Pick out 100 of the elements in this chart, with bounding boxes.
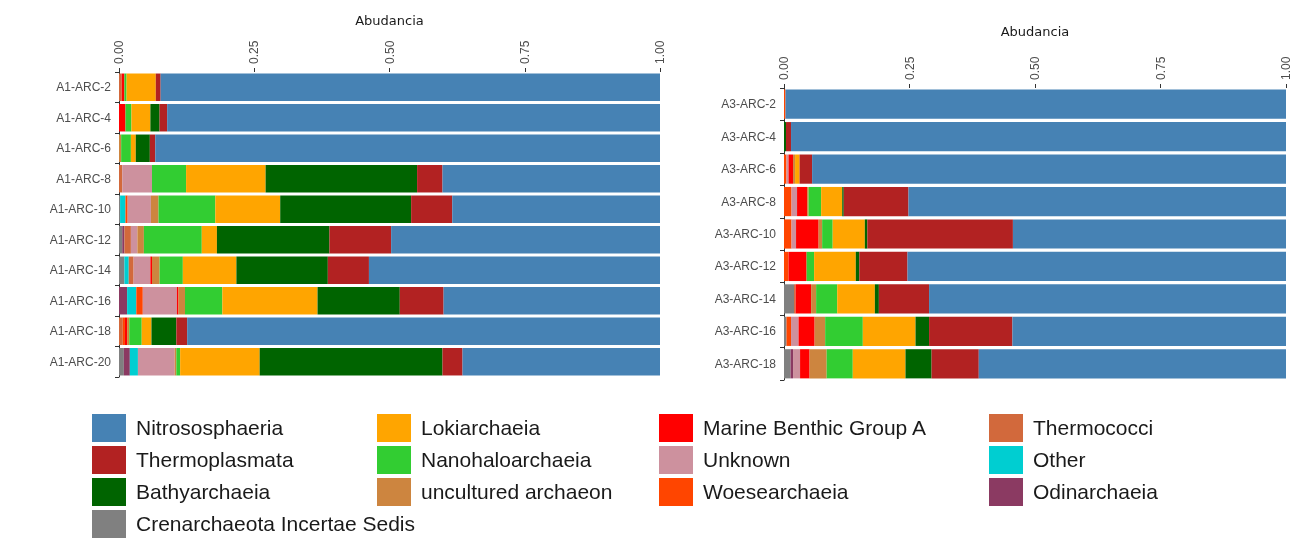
- x-tick-label: 0.00: [777, 56, 791, 80]
- bar: [185, 287, 223, 315]
- bar: [931, 349, 979, 379]
- bar: [391, 226, 660, 254]
- bar: [122, 165, 152, 193]
- bar: [141, 317, 152, 345]
- x-tick-label: 0.50: [382, 40, 397, 64]
- bar: [236, 256, 328, 284]
- y-tick-label: A3-ARC-10: [714, 227, 777, 241]
- bar: [137, 348, 175, 376]
- bar: [182, 256, 237, 284]
- bar: [152, 165, 187, 193]
- bar: [784, 186, 792, 217]
- bar: [129, 317, 142, 345]
- x-tick-label: 0.00: [112, 40, 126, 64]
- bar: [878, 284, 930, 314]
- bar: [135, 134, 150, 162]
- legend-label: Other: [1033, 448, 1086, 472]
- bar: [280, 195, 412, 223]
- bar: [821, 186, 843, 217]
- bar: [150, 195, 159, 223]
- bar: [143, 226, 202, 254]
- bar: [798, 316, 815, 346]
- y-tick-label: A3-ARC-14: [714, 291, 777, 306]
- bar: [793, 154, 796, 184]
- bar: [929, 316, 1013, 346]
- legend-label: Thermoplasmata: [136, 448, 294, 472]
- y-tick-label: A1-ARC-10: [49, 202, 112, 217]
- legend-label: Lokiarchaeia: [421, 416, 541, 440]
- bar: [908, 186, 1286, 217]
- bar: [791, 219, 797, 249]
- bar: [187, 317, 660, 345]
- bar: [785, 89, 1286, 119]
- bar: [915, 316, 930, 346]
- bar: [929, 284, 1286, 314]
- bar: [786, 122, 792, 152]
- legend-label: Bathyarchaeia: [136, 480, 271, 504]
- bar: [329, 226, 392, 254]
- bar: [368, 256, 660, 284]
- bar: [160, 73, 660, 101]
- bar: [133, 256, 151, 284]
- bar: [119, 348, 124, 376]
- bar: [800, 349, 810, 379]
- y-tick-label: A3-ARC-12: [714, 259, 777, 274]
- bar: [120, 195, 126, 223]
- bar: [417, 165, 443, 193]
- bar: [825, 316, 863, 346]
- bar: [822, 219, 833, 249]
- bar: [265, 165, 418, 193]
- bar: [127, 195, 151, 223]
- bar: [180, 348, 260, 376]
- bar: [907, 251, 1286, 282]
- bar: [797, 186, 808, 217]
- y-tick-label: A1-ARC-12: [49, 232, 112, 247]
- bar: [852, 349, 906, 379]
- bar: [874, 284, 879, 314]
- legend-label: Odinarchaeia: [1033, 480, 1158, 504]
- legend-label: Nitrososphaeria: [136, 416, 284, 440]
- bar: [867, 219, 1013, 249]
- bar: [158, 195, 216, 223]
- bar: [816, 284, 838, 314]
- bar: [124, 226, 131, 254]
- bar: [452, 195, 660, 223]
- bar: [795, 284, 812, 314]
- bar: [201, 226, 217, 254]
- bar: [978, 349, 1286, 379]
- bar: [812, 154, 1286, 184]
- bar: [327, 256, 369, 284]
- bar: [809, 349, 827, 379]
- bar: [119, 134, 122, 162]
- bar: [151, 317, 177, 345]
- bar: [128, 256, 134, 284]
- bar: [791, 186, 798, 217]
- bar: [125, 104, 132, 132]
- bar: [806, 251, 815, 282]
- bar: [843, 186, 909, 217]
- bar: [126, 73, 156, 101]
- x-axis-title: Abudancia: [1000, 24, 1070, 39]
- bar: [832, 219, 865, 249]
- bar: [905, 349, 932, 379]
- bar: [137, 226, 144, 254]
- y-tick-label: A3-ARC-6: [721, 162, 777, 177]
- bar: [784, 251, 789, 282]
- bar: [799, 154, 813, 184]
- bar: [411, 195, 453, 223]
- bar: [216, 226, 330, 254]
- bar: [788, 251, 807, 282]
- bar: [136, 287, 143, 315]
- bar: [159, 104, 168, 132]
- bar: [215, 195, 281, 223]
- bar: [155, 134, 660, 162]
- bar: [784, 284, 795, 314]
- y-tick-label: A1-ARC-6: [56, 141, 112, 156]
- y-tick-label: A1-ARC-18: [49, 324, 112, 339]
- x-tick-label: 0.50: [1028, 56, 1042, 80]
- bar: [176, 317, 188, 345]
- bar: [811, 284, 817, 314]
- bar: [150, 104, 160, 132]
- x-axis-title: Abudancia: [355, 13, 424, 28]
- legend-label: Nanohaloarchaeia: [421, 448, 592, 472]
